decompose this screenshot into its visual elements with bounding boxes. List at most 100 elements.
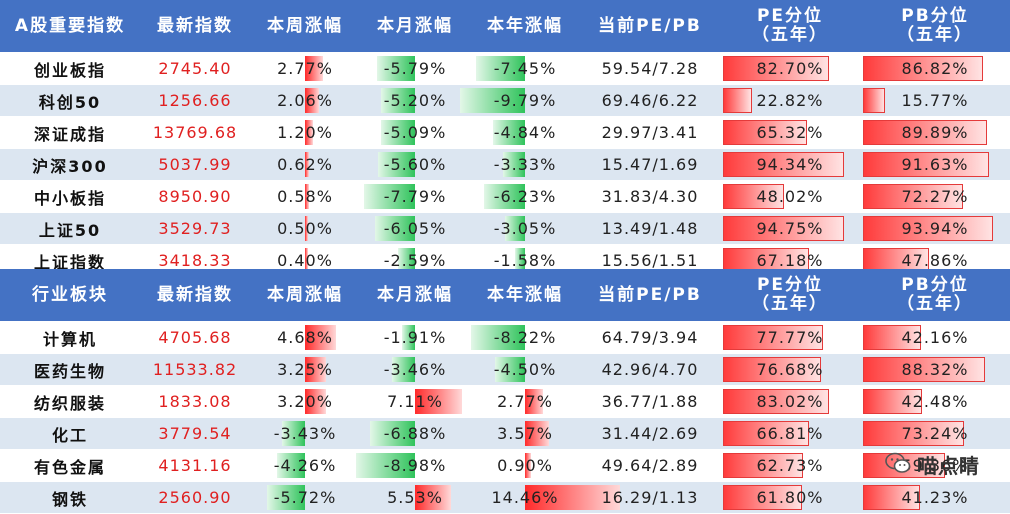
year-change-value: -4.50%: [493, 360, 557, 379]
latest-index: 3418.33: [158, 251, 232, 270]
pe-pb-value: 16.29/1.13: [601, 488, 699, 507]
column-header-line: PB分位: [901, 275, 969, 295]
loss-bar: [397, 248, 415, 273]
pe-pb-value: 15.56/1.51: [601, 251, 699, 270]
percentile-bar: [723, 184, 785, 209]
year-change: -6.23%: [470, 181, 580, 212]
row-name: 上证指数: [33, 252, 106, 272]
pe-pct-value: 82.70%: [756, 59, 824, 78]
column-header: A股重要指数: [14, 15, 126, 36]
month-change-value: -6.88%: [383, 424, 447, 443]
wechat-icon: [885, 452, 911, 478]
year-change-value: -1.58%: [493, 251, 557, 270]
week-change: 0.58%: [250, 181, 360, 212]
month-change-value: -5.60%: [383, 155, 447, 174]
year-change-value: -3.05%: [493, 219, 557, 238]
loss-bar: [483, 184, 525, 209]
pe-pb-value: 59.54/7.28: [601, 59, 699, 78]
percentile-bar: [863, 216, 993, 241]
pb-pctentile: 73.24%: [860, 418, 1010, 449]
column-header: PE分位 （五年）: [720, 0, 860, 52]
pe-pctentile: 22.82%: [720, 85, 860, 116]
week-change-value: 0.40%: [277, 251, 333, 270]
table-row: 创业板指 2745.40 2.77% -5.79% -7.45% 59.54/7.28 82…: [0, 53, 1010, 85]
table-row: 上证50 3529.73 0.50% -6.05% -3.05% 13.49/1.48 94…: [0, 213, 1010, 245]
percentile-bar: [723, 216, 845, 241]
pb-pct-value: 42.16%: [901, 328, 969, 347]
gain-bar: [305, 216, 309, 241]
loss-bar: [355, 453, 415, 478]
latest-index: 5037.99: [158, 155, 232, 174]
pe-pct-value: 76.68%: [756, 360, 824, 379]
column-header: 本周涨幅: [267, 15, 343, 36]
loss-bar: [267, 485, 305, 510]
percentile-bar: [723, 357, 822, 382]
pe-pctentile: 94.75%: [720, 213, 860, 244]
loss-bar: [475, 56, 525, 81]
sector-table: 行业板块 最新指数 本周涨幅 本月涨幅 本年涨幅 当前PE/PB PE分位 （五年） PB分位（…: [0, 269, 1010, 514]
pe-pb-value: 49.64/2.89: [601, 456, 699, 475]
latest-index: 11533.82: [152, 360, 238, 379]
year-change: 0.90%: [470, 450, 580, 481]
table-row: 深证成指 13769.68 1.20% -5.09% -4.84% 29.97/3.41 6…: [0, 117, 1010, 149]
pe-pctentile: 61.80%: [720, 482, 860, 513]
percentile-bar: [723, 325, 823, 350]
column-header-line: （五年）: [752, 294, 828, 314]
pe-pct-value: 48.02%: [756, 187, 824, 206]
month-change-value: -5.20%: [383, 91, 447, 110]
pe-pb-value: 69.46/6.22: [601, 91, 699, 110]
gain-bar: [415, 485, 452, 510]
month-change-value: -8.98%: [383, 456, 447, 475]
month-change-value: 5.53%: [387, 488, 443, 507]
index-table: A股重要指数 最新指数 本周涨幅 本月涨幅 本年涨幅 当前PE/PB PE分位 （五年） PB分…: [0, 0, 1010, 276]
loss-bar: [376, 56, 415, 81]
row-name: 上证50: [38, 220, 102, 240]
pe-pct-value: 22.82%: [756, 91, 824, 110]
table-row: 计算机 4705.68 4.68% -1.91% -8.22% 64.79/3.94 77.…: [0, 322, 1010, 354]
latest-index: 1256.66: [158, 91, 232, 110]
week-change-value: -3.43%: [273, 424, 337, 443]
latest-index: 3779.54: [158, 424, 232, 443]
latest-index: 3529.73: [158, 219, 232, 238]
pb-pct-value: 72.27%: [901, 187, 969, 206]
year-change-value: -3.33%: [493, 155, 557, 174]
year-change: -3.05%: [470, 213, 580, 244]
pb-pct-value: 42.48%: [901, 392, 969, 411]
week-change-value: 4.68%: [277, 328, 333, 347]
month-change: -6.05%: [360, 213, 470, 244]
watermark: 喵点睛: [885, 450, 980, 479]
column-header: 最新指数: [157, 15, 233, 36]
pb-pctentile: 91.63%: [860, 149, 1010, 180]
pb-pctentile: 86.82%: [860, 53, 1010, 84]
year-change-value: -8.22%: [493, 328, 557, 347]
percentile-bar: [863, 56, 983, 81]
gain-bar: [305, 120, 313, 145]
pb-pctentile: 72.27%: [860, 181, 1010, 212]
percentile-bar: [723, 485, 803, 510]
column-header: 当前PE/PB: [598, 284, 702, 305]
table-row: 沪深300 5037.99 0.62% -5.60% -3.33% 15.47/1.69 9…: [0, 149, 1010, 181]
week-change-value: -4.26%: [273, 456, 337, 475]
percentile-bar: [723, 389, 830, 414]
month-change: 5.53%: [360, 482, 470, 513]
percentile-bar: [863, 120, 988, 145]
latest-index: 2745.40: [158, 59, 232, 78]
week-change-value: 3.25%: [277, 360, 333, 379]
week-change: 0.50%: [250, 213, 360, 244]
row-name: 医药生物: [33, 361, 106, 381]
gain-bar: [305, 152, 310, 177]
row-name: 科创50: [38, 92, 102, 112]
row-name: 深证成指: [33, 124, 106, 144]
year-change: -9.79%: [460, 85, 580, 116]
latest-index: 1833.08: [158, 392, 232, 411]
year-change: 2.77%: [470, 386, 580, 417]
week-change: 0.40%: [250, 245, 360, 276]
column-header-line: （五年）: [897, 25, 973, 45]
pe-pb-value: 15.47/1.69: [601, 155, 699, 174]
pb-pctentile: 15.77%: [860, 85, 1010, 116]
latest-index: 4705.68: [158, 328, 232, 347]
gain-bar: [305, 325, 336, 350]
watermark-text: 喵点睛: [917, 454, 980, 478]
week-change: 0.62%: [250, 149, 360, 180]
month-change: -5.60%: [360, 149, 470, 180]
